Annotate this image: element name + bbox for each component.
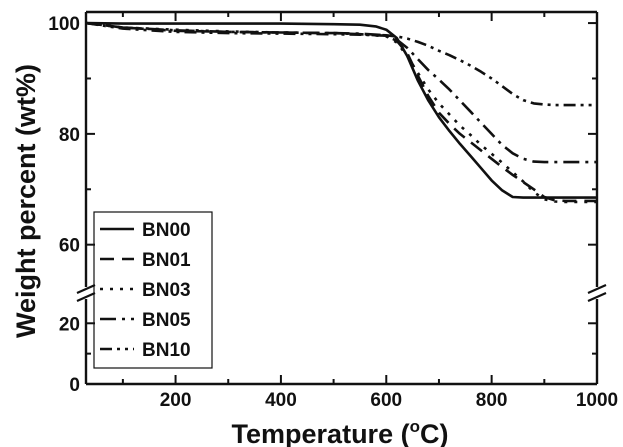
legend-label-bn00: BN00 — [142, 220, 191, 241]
y-axis-title: Weight percent (wt%) — [11, 64, 41, 338]
legend-label-bn05: BN05 — [142, 310, 191, 331]
y-tick-label: 80 — [59, 125, 80, 146]
x-axis-title-main: Temperature ( — [232, 419, 410, 447]
legend-label-bn01: BN01 — [142, 250, 191, 271]
x-tick-label: 800 — [476, 390, 508, 411]
x-tick-label: 1000 — [576, 390, 618, 411]
legend-label-bn03: BN03 — [142, 280, 191, 301]
series-line-bn01 — [86, 21, 597, 203]
x-axis-title: Temperature (oC) — [232, 417, 449, 447]
series-line-bn03 — [86, 21, 597, 204]
y-tick-label: 100 — [48, 14, 80, 35]
series-line-bn05 — [86, 21, 597, 164]
y-tick-label: 20 — [59, 314, 80, 335]
axis-break-mark — [587, 283, 607, 295]
legend: BN00 BN01 BN03 BN05 BN10 — [93, 211, 213, 369]
x-tick-label: 600 — [370, 390, 402, 411]
series-line-bn10 — [86, 21, 597, 107]
axes: 200 400 600 800 1000 0 20 60 80 100 — [48, 10, 618, 411]
x-axis-title-suffix: C) — [420, 419, 449, 447]
legend-box — [93, 211, 213, 369]
y-tick-label: 60 — [59, 236, 80, 257]
axis-break-mark — [76, 283, 96, 295]
axis-break-mark — [587, 291, 607, 303]
legend-label-bn10: BN10 — [142, 340, 191, 361]
x-axis-title-superscript: o — [410, 417, 420, 436]
x-tick-label: 200 — [160, 390, 192, 411]
y-tick-label: 0 — [69, 375, 80, 396]
plot-area — [86, 21, 597, 204]
axis-break-mark — [76, 291, 96, 303]
x-tick-label: 400 — [265, 390, 297, 411]
series-line-bn00 — [86, 21, 597, 199]
